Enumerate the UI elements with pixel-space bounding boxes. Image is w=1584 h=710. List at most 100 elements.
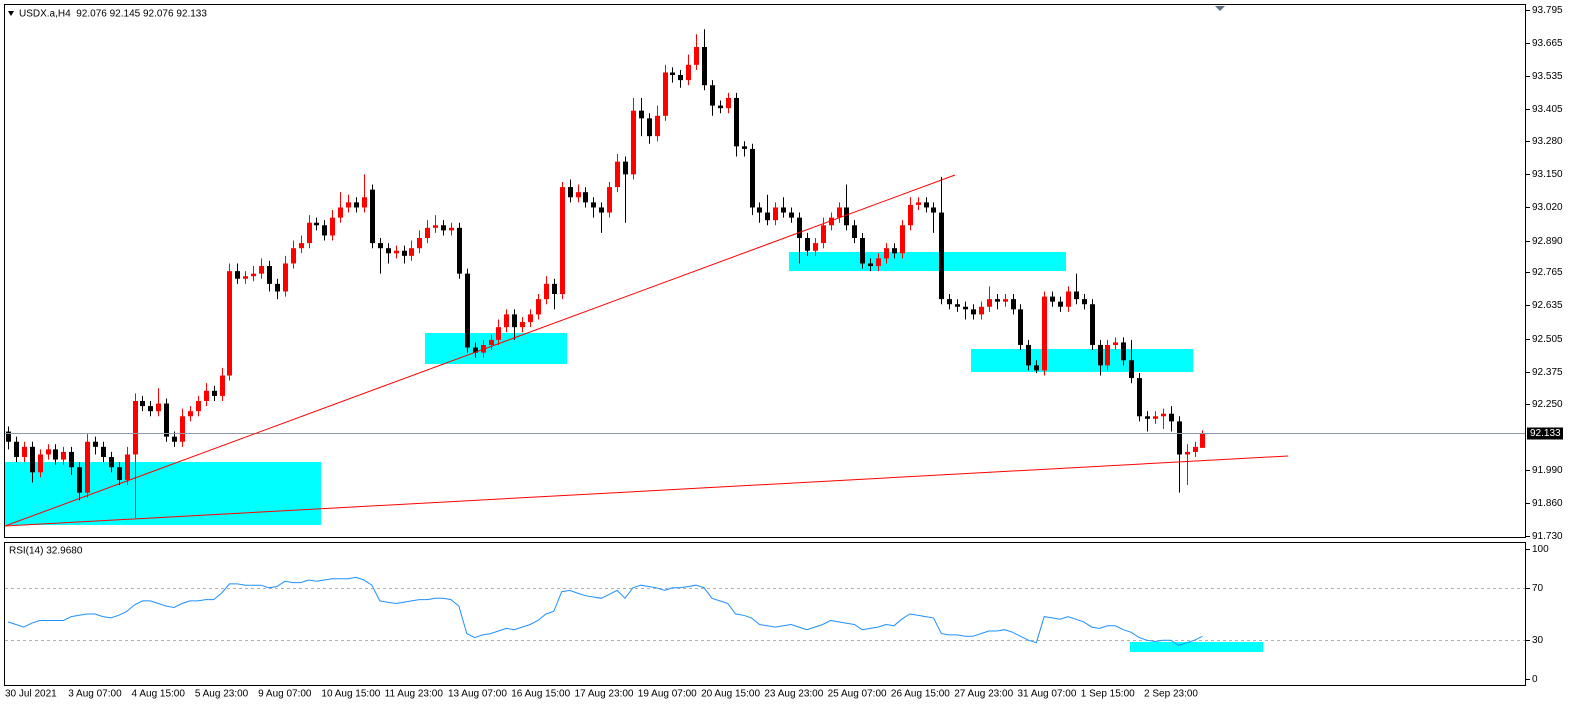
rsi-title: RSI(14) 32.9680: [9, 546, 83, 557]
candle-body: [1011, 299, 1016, 310]
candle-body: [196, 400, 201, 412]
candle-body: [346, 202, 351, 208]
last-price-box: [1527, 427, 1563, 440]
candle-body: [61, 451, 66, 460]
candle-body: [109, 457, 114, 468]
candle-body: [140, 400, 145, 407]
candle-body: [844, 207, 849, 226]
candle-body: [726, 97, 731, 109]
x-tick-label: 25 Aug 07:00: [828, 689, 887, 700]
candle-body: [615, 161, 620, 188]
chart-title: USDX.a,H4 92.076 92.145 92.076 92.133: [19, 9, 207, 20]
candle-body: [868, 263, 873, 267]
candle-body: [1113, 342, 1118, 345]
candle-body: [829, 217, 834, 226]
y-tick-label: 91.990: [1532, 465, 1563, 476]
candle-body: [805, 238, 810, 251]
candle-body: [322, 225, 327, 236]
candle-body: [1185, 451, 1190, 455]
y-tick-label: 93.795: [1532, 5, 1563, 16]
candle-body: [275, 283, 280, 292]
candle-body: [1193, 446, 1198, 452]
candle-body: [773, 207, 778, 221]
candle-body: [1098, 344, 1103, 366]
candle-body: [6, 431, 11, 442]
candle-body: [1018, 309, 1023, 345]
candle-body: [1066, 291, 1071, 307]
candle-body: [670, 72, 675, 76]
candle-body: [164, 403, 169, 437]
y-tick-label: 93.535: [1532, 71, 1563, 82]
menu-arrow[interactable]: [8, 11, 14, 16]
candle-body: [591, 202, 596, 208]
y-tick-label: 91.730: [1532, 531, 1563, 542]
x-tick-label: 5 Aug 23:00: [195, 689, 249, 700]
candle-body: [916, 202, 921, 205]
candle-body: [1026, 344, 1031, 366]
candle-body: [1074, 291, 1079, 300]
candle-body: [1169, 413, 1174, 422]
candle-body: [1129, 360, 1134, 379]
candle-body: [417, 238, 422, 249]
candle-body: [101, 446, 106, 458]
candle-body: [1153, 416, 1158, 419]
candle-body: [402, 250, 407, 256]
candle-body: [939, 212, 944, 300]
candle-body: [963, 306, 968, 310]
zone: [789, 252, 1066, 271]
candle-body: [370, 189, 375, 244]
candle-body: [987, 299, 992, 307]
candle-body: [702, 47, 707, 86]
trend-line: [4, 174, 956, 527]
candle-body: [663, 72, 668, 116]
candle-body: [188, 411, 193, 417]
candle-body: [686, 64, 691, 81]
candle-body: [449, 227, 454, 231]
candle-body: [314, 222, 319, 226]
candle-body: [425, 227, 430, 239]
candle-body: [552, 283, 557, 295]
x-tick-label: 9 Aug 07:00: [258, 689, 312, 700]
x-tick-label: 26 Aug 15:00: [891, 689, 950, 700]
candle-body: [338, 207, 343, 218]
candle-body: [14, 441, 19, 458]
x-tick-label: 10 Aug 15:00: [321, 689, 380, 700]
candle-body: [1200, 433, 1205, 448]
candle-body: [655, 115, 660, 137]
candle-body: [734, 97, 739, 147]
candle-body: [180, 416, 185, 442]
candle-body: [386, 248, 391, 254]
trend-line: [4, 455, 1289, 527]
last-price-label: 92.133: [1530, 428, 1561, 439]
candle-body: [1034, 365, 1039, 371]
x-tick-label: 17 Aug 23:00: [575, 689, 634, 700]
candle-body: [1161, 413, 1166, 417]
candle-body: [53, 449, 58, 460]
candle-body: [394, 250, 399, 254]
x-tick-label: 2 Sep 23:00: [1144, 689, 1198, 700]
candle-body: [1050, 296, 1055, 302]
candle-body: [860, 238, 865, 264]
candle-body: [93, 441, 98, 447]
candle-body: [125, 454, 130, 480]
x-tick-label: 11 Aug 23:00: [385, 689, 444, 700]
candle-body: [212, 390, 217, 396]
candle-body: [544, 283, 549, 300]
candle-body: [235, 271, 240, 279]
candle-body: [757, 207, 762, 213]
zone: [971, 349, 1193, 372]
y-tick-label: 93.665: [1532, 38, 1563, 49]
candle-body: [243, 276, 248, 279]
candle-body: [85, 441, 90, 493]
y-tick-label: 70: [1532, 583, 1544, 594]
candle-body: [204, 390, 209, 401]
candle-body: [765, 212, 770, 221]
candle-body: [536, 299, 541, 315]
y-tick-label: 92.890: [1532, 236, 1563, 247]
candle-body: [46, 449, 51, 455]
candle-body: [710, 85, 715, 106]
x-tick-label: 20 Aug 15:00: [701, 689, 760, 700]
candle-body: [473, 347, 478, 353]
candle-body: [307, 222, 312, 244]
